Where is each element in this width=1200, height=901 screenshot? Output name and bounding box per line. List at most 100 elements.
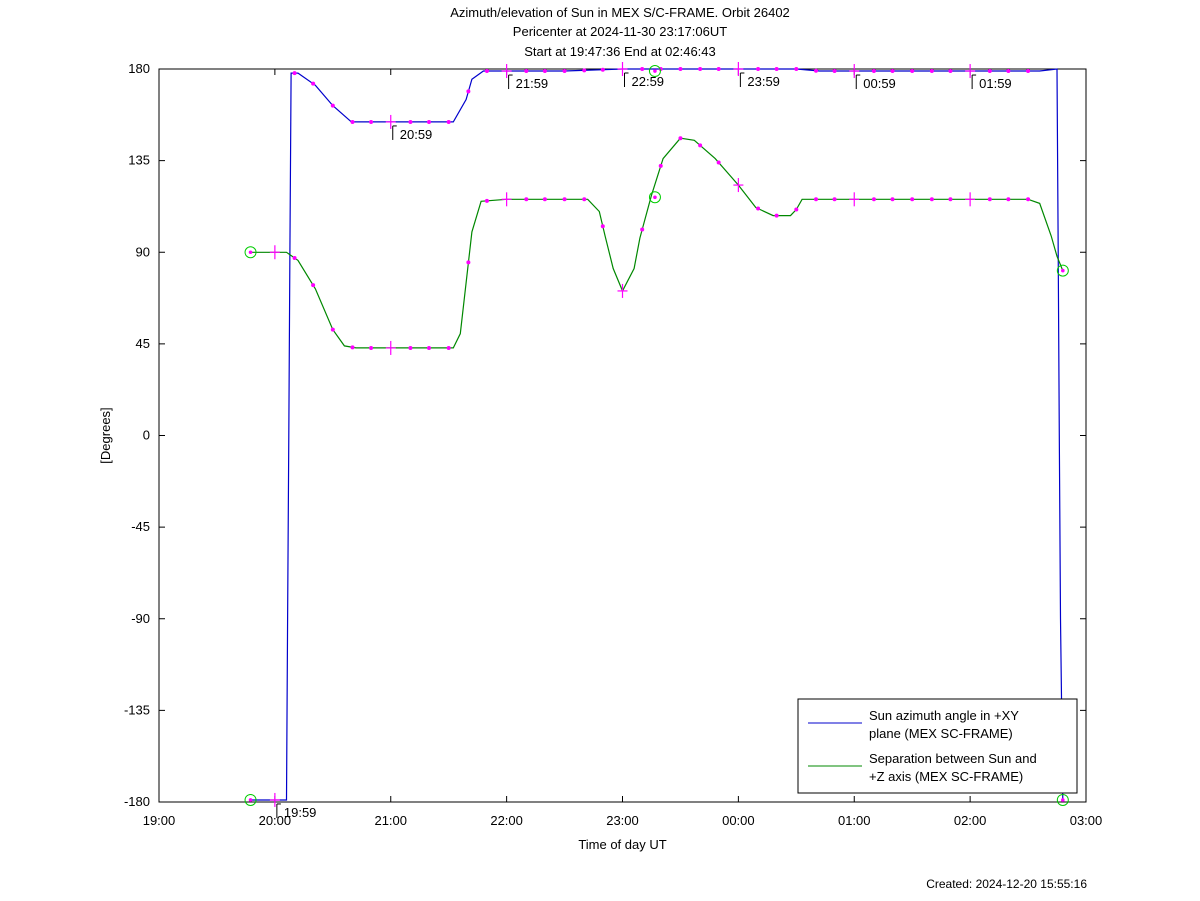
- data-point-dot: [408, 345, 413, 350]
- data-point-dot: [814, 68, 819, 73]
- created-timestamp: Created: 2024-12-20 15:55:16: [926, 877, 1087, 891]
- chart-title: Azimuth/elevation of Sun in MEX S/C-FRAM…: [450, 5, 790, 20]
- event-circle-marker: [1056, 264, 1069, 277]
- data-point-dot: [1026, 69, 1031, 74]
- data-point-dot: [871, 197, 876, 202]
- data-point-dot: [292, 255, 297, 260]
- data-point-dot: [929, 197, 934, 202]
- x-axis-label: Time of day UT: [578, 837, 666, 852]
- data-point-dot: [698, 67, 703, 71]
- data-point-dot: [640, 67, 645, 71]
- data-point-dot: [658, 163, 663, 168]
- data-point-dot: [910, 69, 915, 74]
- data-point-dot: [524, 197, 529, 202]
- separation-series-line: [250, 137, 1064, 349]
- x-tick-label: 19:00: [143, 813, 176, 828]
- data-point-dot: [794, 207, 799, 212]
- data-point-dot: [948, 69, 953, 74]
- legend-label-line: plane (MEX SC-FRAME): [869, 726, 1013, 741]
- data-point-dot: [582, 68, 587, 73]
- data-point-dot: [871, 69, 876, 74]
- data-point-dot: [446, 345, 451, 350]
- x-tick-label: 22:00: [490, 813, 523, 828]
- data-point-dot: [1006, 69, 1011, 74]
- data-point-dot: [832, 69, 837, 74]
- data-point-dot: [678, 136, 683, 141]
- y-tick-label: -90: [131, 611, 150, 626]
- y-tick-label: 0: [143, 428, 150, 443]
- data-point-dot: [408, 119, 413, 124]
- event-center-dot: [1061, 268, 1065, 273]
- event-circle-marker: [648, 191, 661, 204]
- data-point-dot: [330, 327, 335, 332]
- pericenter-subtitle: Pericenter at 2024-11-30 23:17:06UT: [512, 24, 728, 39]
- data-point-dot: [484, 69, 489, 74]
- time-annotation-label: 20:59: [400, 127, 433, 142]
- y-tick-label: 180: [128, 61, 150, 76]
- x-tick-label: 01:00: [838, 813, 871, 828]
- data-point-dot: [716, 67, 721, 71]
- event-center-dot: [248, 250, 253, 255]
- legend-box: [797, 698, 1078, 794]
- data-point-dot: [562, 197, 567, 202]
- data-point-dot: [542, 69, 547, 74]
- legend-label-line: Separation between Sun and: [869, 751, 1037, 766]
- data-point-dot: [524, 69, 529, 74]
- data-point-dot: [814, 197, 819, 202]
- time-annotation-label: 22:59: [632, 74, 665, 89]
- data-point-dot: [311, 81, 316, 86]
- data-point-dot: [910, 197, 915, 202]
- data-point-dot: [794, 67, 799, 71]
- event-center-dot: [653, 195, 657, 200]
- data-point-dot: [582, 197, 587, 202]
- y-axis-label: [Degrees]: [98, 407, 113, 463]
- data-point-dot: [600, 67, 605, 72]
- start-end-subtitle: Start at 19:47:36 End at 02:46:43: [524, 44, 716, 59]
- data-point-dot: [698, 143, 703, 148]
- x-tick-label: 03:00: [1070, 813, 1103, 828]
- data-point-dot: [1026, 197, 1031, 202]
- event-center-dot: [248, 798, 253, 802]
- data-point-dot: [640, 227, 645, 232]
- data-point-dot: [369, 345, 374, 350]
- event-circle-marker: [244, 246, 257, 259]
- time-annotation-label: 19:59: [284, 805, 317, 820]
- x-tick-label: 00:00: [722, 813, 755, 828]
- data-point-dot: [756, 206, 761, 211]
- y-tick-label: -180: [124, 794, 150, 809]
- y-tick-label: 45: [136, 336, 150, 351]
- y-tick-label: -135: [124, 702, 150, 717]
- y-tick-label: 135: [128, 153, 150, 168]
- data-point-dot: [987, 69, 992, 74]
- time-annotation-label: 01:59: [979, 76, 1012, 91]
- data-point-dot: [929, 69, 934, 74]
- event-circle-marker: [244, 793, 257, 806]
- data-point-dot: [1006, 197, 1011, 202]
- data-point-dot: [774, 67, 779, 71]
- data-point-dot: [466, 260, 471, 265]
- data-point-dot: [756, 67, 761, 71]
- data-point-dot: [426, 119, 431, 124]
- data-point-dot: [890, 69, 895, 74]
- data-point-dot: [542, 197, 547, 202]
- data-point-dot: [350, 119, 355, 124]
- data-point-dot: [600, 224, 605, 229]
- legend-label-azimuth: Sun azimuth angle in +XY plane (MEX SC-FR…: [869, 708, 1019, 741]
- legend-label-separation: Separation between Sun and +Z axis (MEX S…: [869, 751, 1037, 784]
- data-point-dot: [716, 160, 721, 165]
- event-center-dot: [1061, 798, 1065, 802]
- data-point-dot: [948, 197, 953, 202]
- data-point-dot: [446, 119, 451, 124]
- y-tick-label: 90: [136, 244, 150, 259]
- time-annotation-label: 00:59: [863, 76, 896, 91]
- data-point-dot: [330, 103, 335, 108]
- legend: Sun azimuth angle in +XY plane (MEX SC-FR…: [797, 698, 1078, 794]
- data-point-dot: [426, 345, 431, 350]
- data-point-dot: [678, 67, 683, 71]
- x-tick-label: 20:00: [259, 813, 292, 828]
- data-point-dot: [562, 69, 567, 74]
- data-point-dot: [774, 213, 779, 218]
- event-center-dot: [653, 69, 657, 73]
- legend-label-line: Sun azimuth angle in +XY: [869, 708, 1019, 723]
